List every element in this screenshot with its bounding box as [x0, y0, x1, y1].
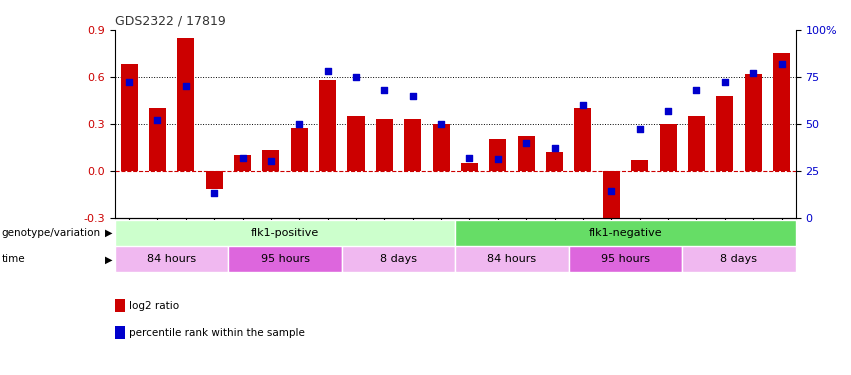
Text: log2 ratio: log2 ratio [129, 301, 179, 310]
Point [576, 102, 590, 108]
Bar [121, 64, 138, 171]
Point [548, 145, 562, 151]
Text: 95 hours: 95 hours [601, 254, 650, 264]
Text: GDS2322 / 17819: GDS2322 / 17819 [115, 15, 226, 27]
Point [208, 190, 221, 196]
Point [349, 74, 363, 80]
Text: 95 hours: 95 hours [260, 254, 310, 264]
Bar [517, 136, 534, 171]
Text: flk1-positive: flk1-positive [251, 228, 319, 238]
Point [293, 121, 306, 127]
Text: 84 hours: 84 hours [488, 254, 537, 264]
Bar [546, 152, 563, 171]
Point [151, 117, 164, 123]
Point [179, 83, 192, 89]
Text: time: time [2, 255, 26, 264]
Bar [568, 246, 683, 272]
Point [718, 80, 732, 86]
Bar [745, 74, 762, 171]
Point [264, 158, 277, 164]
Bar [291, 128, 308, 171]
Text: genotype/variation: genotype/variation [2, 228, 100, 238]
Bar [177, 38, 194, 171]
Bar [574, 108, 591, 171]
Bar [404, 119, 421, 171]
Bar [319, 80, 336, 171]
Bar [115, 246, 228, 272]
Bar [603, 171, 620, 228]
Text: 8 days: 8 days [380, 254, 417, 264]
Bar [376, 119, 393, 171]
Bar [660, 124, 677, 171]
Bar [461, 163, 478, 171]
Point [689, 87, 703, 93]
Point [463, 154, 477, 160]
Bar [234, 155, 251, 171]
Point [633, 126, 647, 132]
Point [236, 154, 249, 160]
Bar [773, 54, 790, 171]
Text: percentile rank within the sample: percentile rank within the sample [129, 328, 305, 338]
Point [746, 70, 760, 76]
Bar [717, 96, 734, 171]
Bar [432, 124, 449, 171]
Point [434, 121, 448, 127]
Text: ▶: ▶ [106, 255, 112, 264]
Bar [262, 150, 279, 171]
Point [378, 87, 391, 93]
Text: flk1-negative: flk1-negative [589, 228, 662, 238]
Point [661, 108, 675, 114]
Bar [489, 140, 506, 171]
Bar [683, 246, 796, 272]
Bar [631, 160, 648, 171]
Text: ▶: ▶ [106, 228, 112, 238]
Bar [228, 246, 342, 272]
Bar [347, 116, 364, 171]
Point [123, 80, 136, 86]
Bar [115, 220, 455, 246]
Point [321, 68, 334, 74]
Point [519, 140, 533, 146]
Text: 8 days: 8 days [721, 254, 757, 264]
Point [406, 93, 420, 99]
Bar [688, 116, 705, 171]
Bar [455, 220, 796, 246]
Point [774, 61, 788, 67]
Bar [455, 246, 568, 272]
Bar [206, 171, 223, 189]
Bar [149, 108, 166, 171]
Bar [342, 246, 455, 272]
Text: 84 hours: 84 hours [147, 254, 197, 264]
Point [491, 156, 505, 162]
Point [604, 188, 618, 194]
